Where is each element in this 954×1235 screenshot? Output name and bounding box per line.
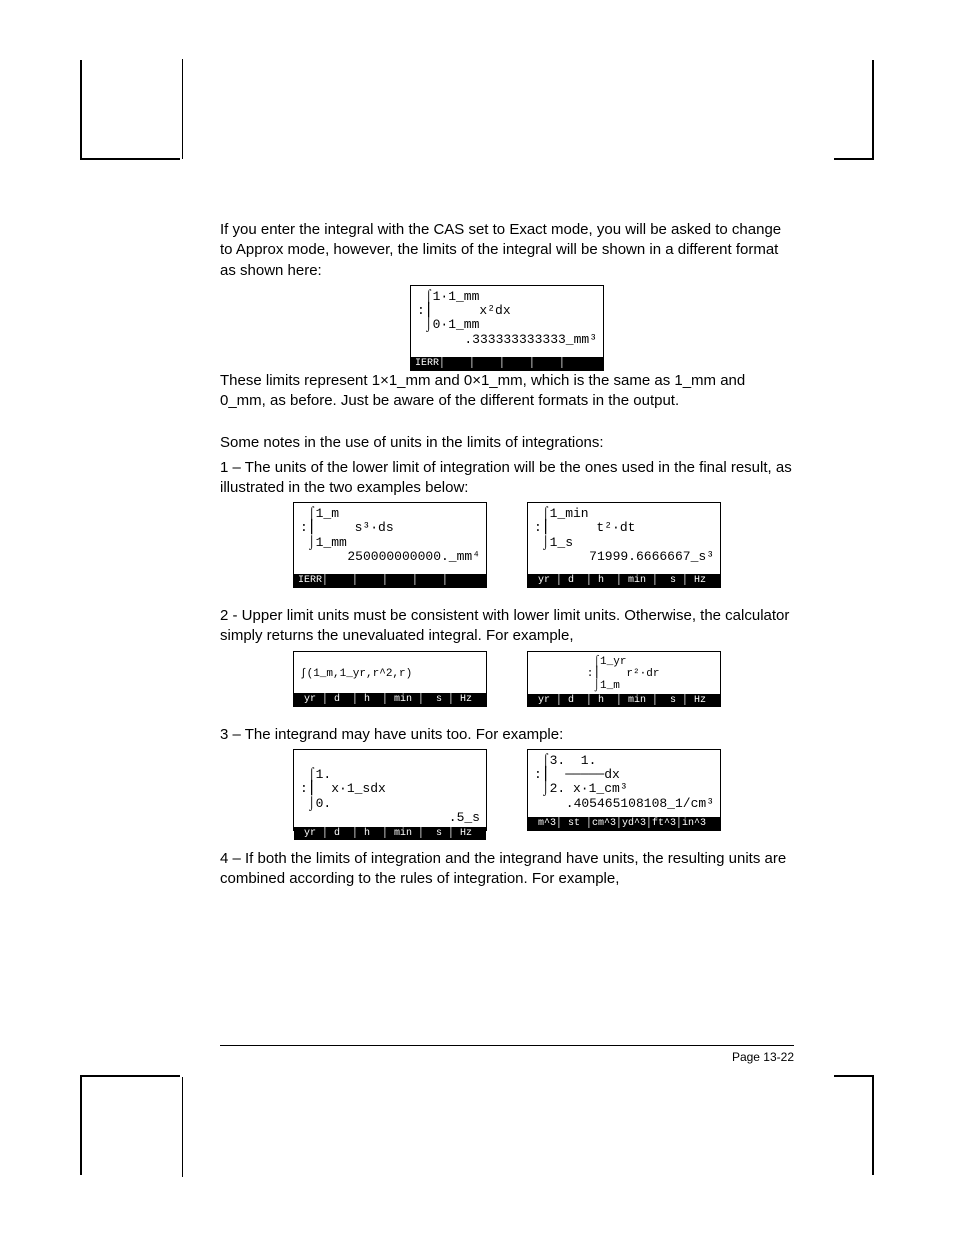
calc-screen-body: ∫(1_m,1_yr,r^2,r) <box>294 652 486 693</box>
calc-result: .405465108108_1/cm³ <box>534 797 714 811</box>
calc-screen-3a: ∫(1_m,1_yr,r^2,r) yr │ d │ h │ min │ s │… <box>293 651 487 707</box>
calc-menu-bar: m^3│ st │cm^3│yd^3│ft^3│in^3 <box>528 817 720 830</box>
calc-screen-body: ⌠1. :⎮ x·1_sdx ⌡0..5_s <box>294 750 486 827</box>
calc-screen-2a: ⌠1_m :⎮ s³·ds ⌡1_mm250000000000._mm⁴IERR… <box>293 502 487 588</box>
calc-screen-1: ⌠1·1_mm :⎮ x²dx ⌡0·1_mm.333333333333_mm³… <box>410 285 604 371</box>
paragraph: Some notes in the use of units in the li… <box>220 433 794 453</box>
corner-bottom-right <box>834 1075 874 1175</box>
paragraph: 4 – If both the limits of integration an… <box>220 849 794 890</box>
corner-bottom-left <box>80 1075 180 1175</box>
calc-result: .5_s <box>300 811 480 825</box>
calc-screen-body: ⌠1_yr :⎮ r²·dr ⌡1_m <box>528 652 720 694</box>
calc-screen-body: ⌠1·1_mm :⎮ x²dx ⌡0·1_mm.333333333333_mm³ <box>411 286 603 357</box>
paragraph: 2 - Upper limit units must be consistent… <box>220 606 794 647</box>
corner-top-left <box>80 60 180 160</box>
calc-menu-bar: yr │ d │ h │ min │ s │ Hz <box>528 694 720 707</box>
calc-menu-bar: IERR│ │ │ │ │ <box>411 357 603 370</box>
calc-menu-bar: yr │ d │ h │ min │ s │ Hz <box>528 574 720 587</box>
calc-result: 250000000000._mm⁴ <box>300 550 480 564</box>
calc-result: 71999.6666667_s³ <box>534 550 714 564</box>
calc-screen-2b: ⌠1_min :⎮ t²·dt ⌡1_s71999.6666667_s³ yr … <box>527 502 721 588</box>
calc-result: .333333333333_mm³ <box>417 333 597 347</box>
calc-screen-4a: ⌠1. :⎮ x·1_sdx ⌡0..5_s yr │ d │ h │ min … <box>293 749 487 831</box>
calc-screen-body: ⌠1_min :⎮ t²·dt ⌡1_s71999.6666667_s³ <box>528 503 720 574</box>
calc-screen-body: ⌠3. 1. :⎮ ─────dx ⌡2. x·1_cm³.4054651081… <box>528 750 720 817</box>
paragraph: If you enter the integral with the CAS s… <box>220 220 794 281</box>
corner-top-right <box>834 60 874 160</box>
calc-menu-bar: yr │ d │ h │ min │ s │ Hz <box>294 693 486 706</box>
page-footer: Page 13-22 <box>220 1045 794 1064</box>
calc-screen-body: ⌠1_m :⎮ s³·ds ⌡1_mm250000000000._mm⁴ <box>294 503 486 574</box>
paragraph: These limits represent 1×1_mm and 0×1_mm… <box>220 371 794 412</box>
page-content: If you enter the integral with the CAS s… <box>220 220 794 893</box>
paragraph: 1 – The units of the lower limit of inte… <box>220 458 794 499</box>
calc-screen-3b: ⌠1_yr :⎮ r²·dr ⌡1_m yr │ d │ h │ min │ s… <box>527 651 721 707</box>
calc-menu-bar: yr │ d │ h │ min │ s │ Hz <box>294 827 486 840</box>
paragraph: 3 – The integrand may have units too. Fo… <box>220 725 794 745</box>
page-number: Page 13-22 <box>732 1050 794 1064</box>
calc-screen-4b: ⌠3. 1. :⎮ ─────dx ⌡2. x·1_cm³.4054651081… <box>527 749 721 831</box>
calc-menu-bar: IERR│ │ │ │ │ <box>294 574 486 587</box>
